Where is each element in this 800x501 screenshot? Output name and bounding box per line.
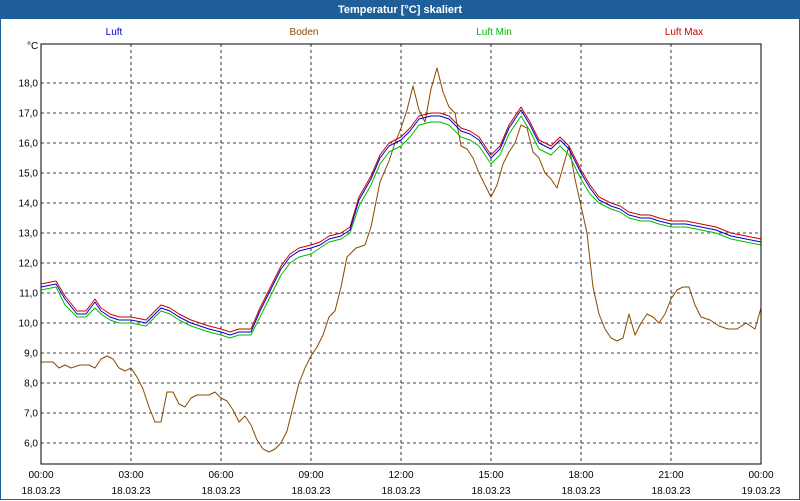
x-tick-time: 00:00 (28, 470, 53, 481)
y-tick-label: 11,0 (19, 289, 38, 300)
y-tick-labels: 6,0 7,0 8,0 9,0 10,0 11,0 12,0 13,0 14,0 15,0 16,0… (19, 79, 39, 450)
x-tick-date: 18.03.23 (202, 486, 241, 497)
legend-entry: Luft Min (476, 27, 512, 38)
x-tick-date: 18.03.23 (472, 486, 511, 497)
series-line-boden (41, 67, 762, 453)
legend: Luft Boden Luft Min Luft Max (106, 27, 704, 38)
legend-entry: Boden (290, 27, 319, 38)
y-tick-label: 6,0 (24, 439, 38, 450)
x-tick-time: 03:00 (118, 470, 143, 481)
legend-entry: Luft (106, 27, 123, 38)
series-line-luft (40, 109, 762, 336)
x-tick-date: 18.03.23 (562, 486, 601, 497)
x-tick-time: 09:00 (298, 470, 323, 481)
y-tick-label: 7,0 (24, 409, 38, 420)
y-tick-label: 9,0 (24, 349, 38, 360)
x-tick-time: 12:00 (388, 470, 413, 481)
y-tick-label: 18,0 (19, 79, 39, 90)
x-tick-time: 21:00 (658, 470, 683, 481)
x-tick-labels: 00:00 18.03.23 03:00 18.03.23 06:00 18.03.23 0… (22, 470, 781, 497)
plot-area (40, 43, 762, 465)
y-tick-label: 17,0 (19, 109, 39, 120)
x-tick-time: 00:00 (748, 470, 773, 481)
grid (41, 44, 761, 464)
series-lines (40, 67, 762, 453)
y-tick-label: 16,0 (19, 139, 39, 150)
series-line-luft-max (40, 106, 762, 333)
y-tick-label: 12,0 (19, 259, 39, 270)
x-tick-time: 18:00 (568, 470, 593, 481)
x-tick-date: 18.03.23 (292, 486, 331, 497)
y-tick-label: 15,0 (19, 169, 39, 180)
x-tick-date: 19.03.23 (742, 486, 781, 497)
x-tick-date: 18.03.23 (652, 486, 691, 497)
y-tick-label: 13,0 (19, 229, 39, 240)
series-line-luft-min (40, 115, 762, 339)
x-tick-date: 18.03.23 (382, 486, 421, 497)
y-axis-label: °C (27, 41, 38, 52)
y-tick-label: 10,0 (19, 319, 39, 330)
y-tick-label: 14,0 (19, 199, 39, 210)
x-tick-date: 18.03.23 (112, 486, 151, 497)
x-tick-time: 06:00 (208, 470, 233, 481)
x-tick-time: 15:00 (478, 470, 503, 481)
y-tick-label: 8,0 (24, 379, 38, 390)
legend-entry: Luft Max (665, 27, 703, 38)
x-tick-date: 18.03.23 (22, 486, 61, 497)
window-title: Temperatur [°C] skaliert (1, 1, 799, 19)
